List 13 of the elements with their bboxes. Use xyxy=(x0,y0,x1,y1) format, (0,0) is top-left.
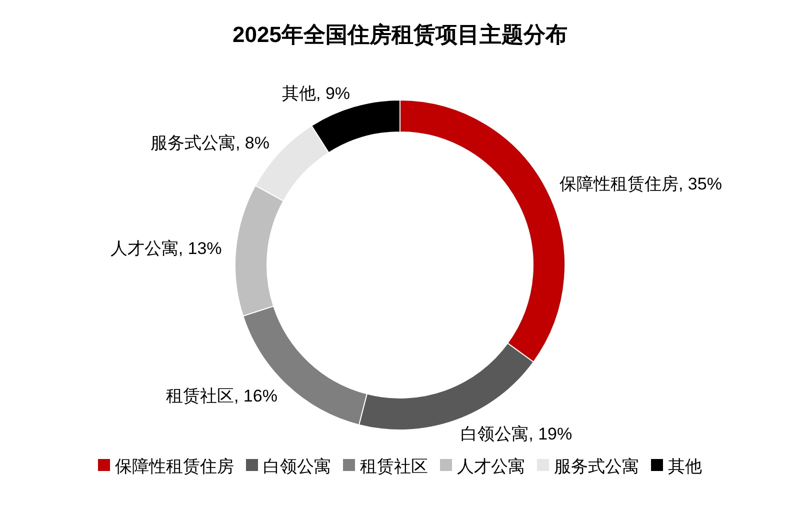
legend-label: 人才公寓 xyxy=(457,456,525,476)
legend-label: 租赁社区 xyxy=(360,456,428,476)
legend-label: 保障性租赁住房 xyxy=(115,456,234,476)
chart-title: 2025年全国住房租赁项目主题分布 xyxy=(232,22,568,47)
data-label: 保障性租赁住房, 35% xyxy=(559,174,722,194)
legend-label: 服务式公寓 xyxy=(554,456,639,476)
legend-label: 白领公寓 xyxy=(263,456,331,476)
data-label: 服务式公寓, 8% xyxy=(150,133,270,152)
data-label: 白领公寓, 19% xyxy=(460,424,572,444)
legend-label: 其他 xyxy=(668,456,702,476)
data-label: 其他, 9% xyxy=(282,84,350,104)
data-label: 租赁社区, 16% xyxy=(166,386,278,406)
data-label: 人才公寓, 13% xyxy=(110,239,222,258)
